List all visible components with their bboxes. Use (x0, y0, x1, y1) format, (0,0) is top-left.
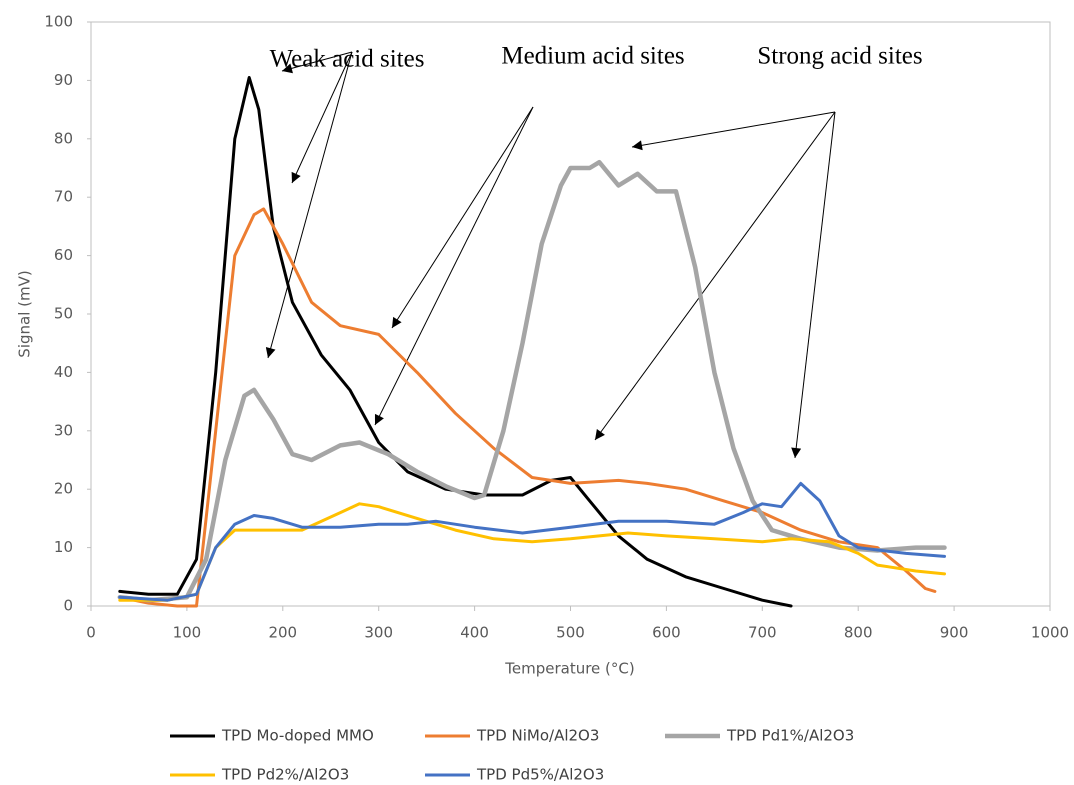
legend-label: TPD Pd2%/Al2O3 (221, 766, 349, 784)
series-line (118, 481, 946, 602)
x-tick-label: 300 (364, 624, 393, 642)
y-tick-label: 50 (54, 305, 73, 323)
annotation: Medium acid sites (501, 43, 684, 70)
series-line (118, 502, 946, 602)
y-tick-label: 20 (54, 480, 73, 498)
annotation: Weak acid sites (270, 46, 425, 73)
x-tick-label: 0 (86, 624, 96, 642)
x-tick-label: 1000 (1031, 624, 1069, 642)
x-tick-label: 600 (652, 624, 681, 642)
series-line (117, 159, 947, 603)
x-tick-label: 100 (173, 624, 202, 642)
y-tick-label: 60 (54, 246, 73, 264)
legend-label: TPD Pd5%/Al2O3 (476, 766, 604, 784)
y-tick-label: 90 (54, 71, 73, 89)
annotation-arrows (265, 51, 836, 459)
x-tick-label: 800 (844, 624, 873, 642)
y-tick-label: 10 (54, 538, 73, 556)
y-axis-title: Signal (mV) (16, 270, 34, 357)
y-tick-label: 30 (54, 421, 73, 439)
legend-label: TPD Mo-doped MMO (221, 727, 374, 745)
y-tick-label: 80 (54, 129, 73, 147)
x-tick-label: 400 (460, 624, 489, 642)
legend-label: TPD NiMo/Al2O3 (476, 727, 599, 745)
x-tick-label: 500 (556, 624, 585, 642)
plot-frame (90, 21, 1051, 607)
y-tick-label: 40 (54, 363, 73, 381)
y-tick-label: 70 (54, 188, 73, 206)
series-line (118, 207, 937, 608)
legend-label: TPD Pd1%/Al2O3 (726, 727, 854, 745)
x-tick-label: 900 (940, 624, 969, 642)
annotation: Strong acid sites (757, 43, 922, 70)
y-tick-label: 0 (63, 597, 73, 615)
series-line (118, 76, 793, 608)
x-tick-label: 700 (748, 624, 777, 642)
y-tick-label: 100 (44, 13, 73, 31)
x-axis-title: Temperature (°C) (504, 660, 634, 678)
x-tick-label: 200 (268, 624, 297, 642)
